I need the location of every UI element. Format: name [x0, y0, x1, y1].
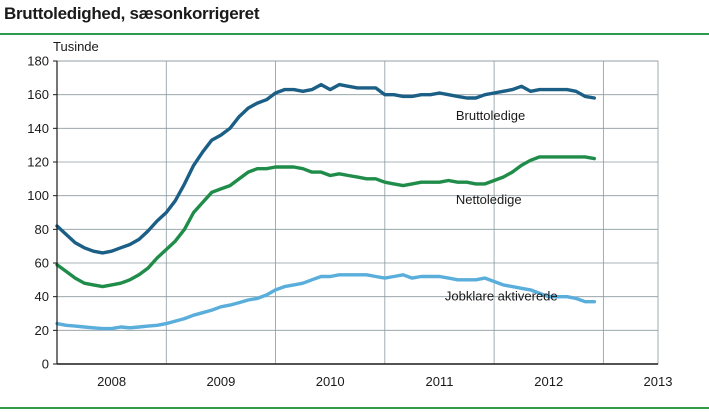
x-tick-label: 2012 — [534, 374, 563, 389]
x-tick-label: 2013 — [644, 374, 673, 389]
y-tick-label: 180 — [27, 54, 49, 69]
y-tick-label: 20 — [35, 323, 49, 338]
series-annotations: Bruttoledige Nettoledige Jobklare aktivere… — [445, 108, 558, 304]
annotation-nettoledige: Nettoledige — [456, 192, 522, 207]
y-axis-label: Tusinde — [53, 39, 99, 54]
y-tick-label: 80 — [35, 222, 49, 237]
x-tick-label: 2010 — [316, 374, 345, 389]
grid-lines — [57, 60, 658, 364]
series-line-nettoledige — [55, 155, 596, 289]
x-tick-label: 2009 — [206, 374, 235, 389]
x-tick-label: 2008 — [97, 374, 126, 389]
y-tick-label: 0 — [42, 357, 49, 372]
series-lines — [55, 82, 596, 331]
series-line-bruttoledige — [55, 82, 596, 255]
annotation-jobklare-aktiverede: Jobklare aktiverede — [445, 289, 558, 304]
y-axis-ticks: 0 20 40 60 80 100 120 140 160 180 — [27, 54, 57, 372]
y-tick-label: 40 — [35, 289, 49, 304]
annotation-bruttoledige: Bruttoledige — [456, 108, 525, 123]
plot-frame — [56, 60, 659, 365]
y-tick-label: 140 — [27, 121, 49, 136]
top-rule — [0, 33, 709, 35]
plot-border — [56, 60, 659, 365]
x-axis-ticks: 2008 2009 2010 2011 2012 2013 — [97, 374, 672, 389]
bottom-rule — [0, 407, 709, 409]
y-tick-label: 100 — [27, 188, 49, 203]
series-line-jobklare-aktiverede — [55, 273, 596, 331]
x-tick-label: 2011 — [425, 374, 453, 389]
chart-title: Bruttoledighed, sæsonkorrigeret — [4, 4, 260, 23]
y-tick-label: 120 — [27, 155, 49, 170]
y-tick-label: 60 — [35, 256, 49, 271]
y-tick-label: 160 — [27, 87, 49, 102]
